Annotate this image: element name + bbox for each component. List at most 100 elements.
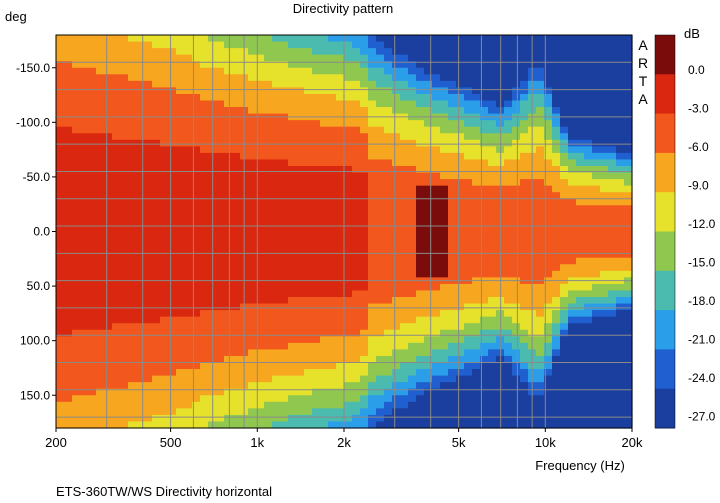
heatmap-cell [344, 290, 353, 298]
heatmap-cell [128, 408, 137, 416]
heatmap-cell [392, 395, 401, 403]
heatmap-cell [464, 87, 473, 95]
heatmap-cell [344, 35, 353, 43]
heatmap-cell [112, 54, 121, 62]
heatmap-cell [616, 303, 625, 311]
heatmap-cell [224, 61, 233, 69]
heatmap-cell [424, 205, 433, 213]
heatmap-cell [248, 185, 257, 193]
heatmap-cell [184, 54, 193, 62]
heatmap-cell [552, 408, 561, 416]
heatmap-cell [328, 244, 337, 252]
heatmap-cell [168, 126, 177, 134]
heatmap-cell [64, 244, 73, 252]
heatmap-cell [560, 362, 569, 370]
heatmap-cell [144, 152, 153, 161]
heatmap-cell [520, 120, 529, 128]
heatmap-cell [136, 61, 145, 69]
heatmap-cell [104, 67, 113, 75]
heatmap-cell [400, 179, 409, 187]
heatmap-cell [560, 80, 569, 88]
heatmap-cell [192, 369, 201, 377]
heatmap-cell [472, 283, 481, 292]
heatmap-cell [136, 107, 145, 115]
heatmap-cell [280, 87, 289, 95]
heatmap-cell [576, 408, 585, 416]
heatmap-cell [104, 297, 113, 305]
heatmap-cell [80, 369, 89, 377]
heatmap-cell [368, 107, 377, 115]
heatmap-cell [544, 166, 553, 174]
heatmap-cell [328, 257, 337, 265]
heatmap-cell [256, 218, 265, 226]
heatmap-cell [360, 369, 369, 377]
heatmap-cell [552, 133, 561, 141]
heatmap-cell [432, 80, 441, 88]
heatmap-cell [616, 283, 625, 292]
heatmap-cell [88, 198, 97, 206]
heatmap-cell [448, 120, 457, 128]
heatmap-cell [440, 375, 449, 383]
heatmap-cell [160, 192, 169, 200]
heatmap-cell [104, 159, 113, 167]
heatmap-cell [104, 342, 113, 350]
heatmap-cell [384, 41, 393, 49]
heatmap-cell [440, 93, 449, 102]
heatmap-cell [304, 388, 313, 396]
heatmap-cell [128, 355, 137, 364]
heatmap-cell [320, 172, 329, 180]
heatmap-cell [160, 120, 169, 128]
heatmap-cell [432, 185, 441, 193]
heatmap-cell [608, 172, 617, 180]
heatmap-cell [296, 251, 305, 259]
heatmap-cell [248, 74, 257, 82]
heatmap-cell [552, 421, 561, 429]
heatmap-cell [256, 41, 265, 49]
heatmap-cell [96, 74, 105, 82]
heatmap-cell [368, 41, 377, 49]
heatmap-cell [152, 54, 161, 62]
heatmap-cell [480, 355, 489, 364]
heatmap-cell [264, 290, 273, 298]
heatmap-cell [152, 297, 161, 305]
heatmap-cell [376, 107, 385, 115]
heatmap-cell [248, 198, 257, 206]
heatmap-cell [232, 120, 241, 128]
heatmap-cell [304, 290, 313, 298]
heatmap-cell [552, 238, 561, 246]
heatmap-cell [560, 369, 569, 377]
heatmap-cell [232, 369, 241, 377]
heatmap-cell [192, 283, 201, 292]
heatmap-cell [152, 100, 161, 108]
heatmap-cell [552, 355, 561, 364]
heatmap-cell [128, 329, 137, 337]
heatmap-cell [168, 61, 177, 69]
heatmap-cell [600, 238, 609, 246]
heatmap-cell [576, 238, 585, 246]
heatmap-cell [248, 172, 257, 180]
heatmap-cell [184, 362, 193, 370]
heatmap-cell [216, 211, 225, 219]
heatmap-cell [480, 146, 489, 154]
heatmap-cell [88, 329, 97, 337]
heatmap-cell [320, 152, 329, 161]
heatmap-cell [232, 74, 241, 82]
heatmap-cell [432, 414, 441, 423]
heatmap-cell [120, 179, 129, 187]
heatmap-cell [304, 421, 313, 429]
heatmap-cell [136, 316, 145, 324]
heatmap-cell [232, 159, 241, 167]
heatmap-cell [376, 48, 385, 56]
heatmap-cell [120, 218, 129, 226]
heatmap-cell [576, 369, 585, 377]
heatmap-cell [104, 349, 113, 357]
heatmap-cell [440, 224, 449, 233]
heatmap-cell [304, 61, 313, 69]
heatmap-cell [200, 244, 209, 252]
heatmap-cell [192, 414, 201, 423]
heatmap-cell [80, 251, 89, 259]
heatmap-cell [304, 329, 313, 337]
heatmap-cell [488, 61, 497, 69]
heatmap-cell [64, 414, 73, 423]
heatmap-cell [72, 244, 81, 252]
